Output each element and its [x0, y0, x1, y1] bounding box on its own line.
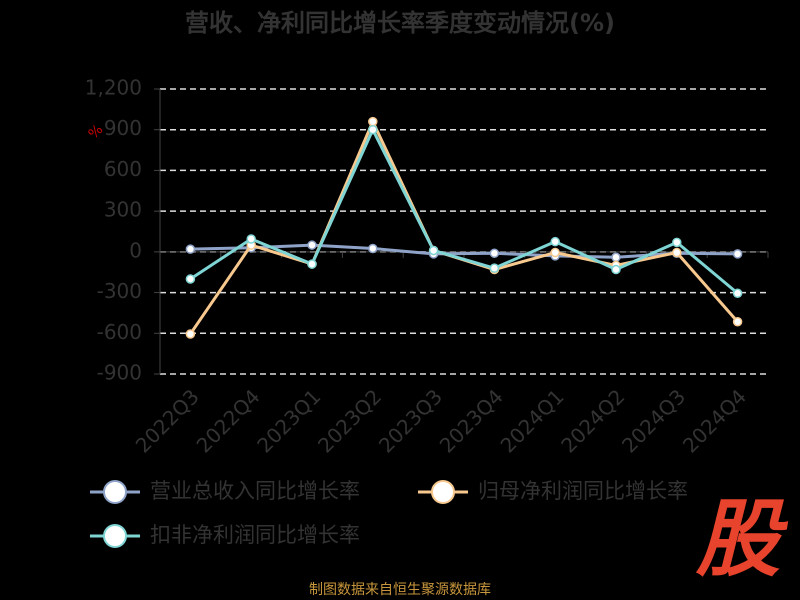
- data-point: [307, 259, 317, 269]
- data-point: [550, 236, 560, 247]
- legend-marker: [103, 524, 127, 548]
- y-tick-label: 1,200: [85, 76, 142, 100]
- y-tick-label: 300: [104, 198, 142, 222]
- y-tick-label: -900: [97, 361, 142, 385]
- data-point: [611, 264, 621, 275]
- source: 制图数据来自恒生聚源数据库: [309, 582, 491, 598]
- data-point: [732, 317, 743, 327]
- data-point: [489, 263, 500, 273]
- data-point: [307, 240, 317, 250]
- data-point: [368, 124, 378, 135]
- logo: 股: [695, 490, 789, 588]
- data-point: [550, 247, 560, 258]
- y-tick-label: 0: [129, 238, 142, 262]
- data-point: [185, 274, 196, 284]
- legend-marker: [431, 480, 455, 504]
- chart-title: 营收、净利同比增长率季度变动情况(%): [185, 9, 615, 37]
- data-point: [368, 116, 378, 127]
- data-point: [246, 234, 256, 244]
- series-line: [189, 126, 739, 295]
- legend-label: 归母净利润同比增长率: [478, 479, 688, 503]
- data-point: [611, 252, 621, 263]
- y-tick-label: 900: [104, 116, 142, 140]
- data-point: [368, 243, 378, 254]
- data-point: [672, 247, 682, 258]
- data-point: [732, 288, 743, 298]
- legend-label: 扣非净利润同比增长率: [150, 523, 360, 547]
- data-point: [185, 329, 196, 339]
- data-point: [732, 249, 743, 259]
- y-tick-label: 600: [104, 157, 142, 181]
- data-point: [672, 237, 682, 248]
- legend-marker: [103, 480, 127, 504]
- y-tick-label: -600: [97, 320, 142, 344]
- data-point: [428, 245, 439, 256]
- data-point: [489, 248, 500, 258]
- data-point: [185, 244, 196, 254]
- y-tick-label: -300: [97, 279, 142, 303]
- legend-label: 营业总收入同比增长率: [150, 479, 360, 503]
